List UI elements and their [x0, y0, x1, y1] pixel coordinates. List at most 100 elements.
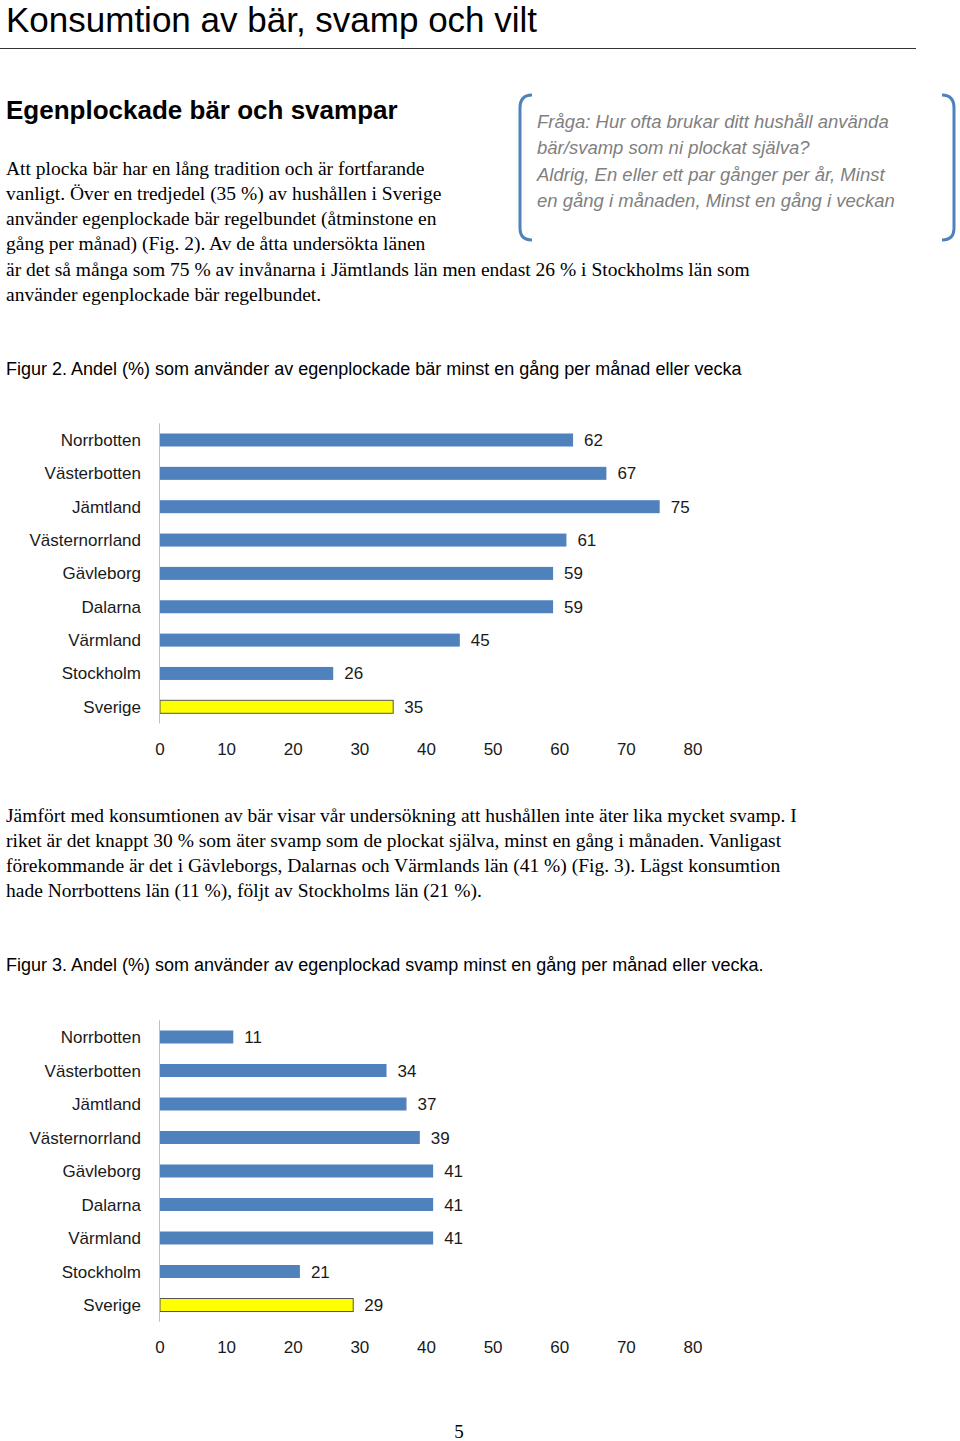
- data-label: 59: [564, 564, 583, 583]
- bar: [160, 700, 393, 713]
- bar: [160, 1265, 300, 1278]
- category-label: Västerbotten: [45, 1062, 141, 1081]
- data-label: 37: [418, 1095, 437, 1114]
- bar: [160, 1098, 407, 1111]
- bar: [160, 500, 660, 513]
- tick-label: 50: [484, 740, 503, 759]
- tick-label: 0: [155, 740, 164, 759]
- tick-label: 70: [617, 740, 636, 759]
- paragraph-line: använder egenplockade bär regelbundet.: [6, 284, 321, 305]
- data-label: 45: [471, 631, 490, 650]
- tick-label: 30: [350, 1338, 369, 1357]
- category-label: Dalarna: [81, 1196, 141, 1215]
- bracket-right: [942, 95, 954, 240]
- tick-label: 10: [217, 740, 236, 759]
- category-label: Stockholm: [62, 664, 141, 683]
- tick-label: 60: [550, 1338, 569, 1357]
- data-label: 41: [444, 1229, 463, 1248]
- page-canvas: Konsumtion av bär, svamp och vilt Egenplo…: [0, 0, 960, 1441]
- page-title: Konsumtion av bär, svamp och vilt: [6, 0, 537, 39]
- category-label: Jämtland: [72, 498, 141, 517]
- paragraph-line: gång per månad) (Fig. 2). Av de åtta und…: [6, 233, 426, 255]
- paragraph-line: Jämfört med konsumtionen av bär visar vå…: [6, 805, 797, 826]
- category-label: Gävleborg: [63, 564, 141, 583]
- category-label: Sverige: [83, 1296, 141, 1315]
- data-label: 11: [244, 1028, 262, 1047]
- title-rule: [0, 48, 916, 49]
- question-line: Fråga: Hur ofta brukar ditt hushåll anvä…: [537, 111, 889, 132]
- category-label: Värmland: [68, 631, 141, 650]
- section-heading: Egenplockade bär och svampar: [6, 95, 398, 125]
- page-number: 5: [454, 1421, 464, 1441]
- category-axis-line: [159, 423, 160, 723]
- tick-label: 60: [550, 740, 569, 759]
- bar: [160, 434, 573, 447]
- bracket-left: [520, 95, 532, 240]
- paragraph-line: hade Norrbottens län (11 %), följt av St…: [6, 880, 482, 902]
- category-label: Norrbotten: [61, 431, 141, 450]
- bar: [160, 1131, 420, 1144]
- tick-label: 20: [284, 740, 303, 759]
- bar: [160, 1031, 233, 1044]
- bars: [160, 1031, 433, 1312]
- category-label: Jämtland: [72, 1095, 141, 1114]
- bar: [160, 1232, 433, 1245]
- category-label: Västernorrland: [29, 531, 141, 550]
- bar: [160, 667, 333, 680]
- category-label: Stockholm: [62, 1263, 141, 1282]
- chart: Figur 2. Andel (%) som använder av egenp…: [6, 359, 742, 759]
- category-label: Sverige: [83, 698, 141, 717]
- paragraph-line: använder egenplockade bär regelbundet (å…: [6, 208, 437, 230]
- bar: [160, 1198, 433, 1211]
- tick-label: 80: [684, 740, 703, 759]
- bar: [160, 1299, 353, 1312]
- category-label: Värmland: [68, 1229, 141, 1248]
- bar: [160, 534, 566, 547]
- paragraph-line: Att plocka bär har en lång tradition och…: [6, 158, 425, 179]
- data-label: 41: [444, 1196, 463, 1215]
- data-label: 62: [584, 431, 603, 450]
- category-axis-line: [159, 1020, 160, 1322]
- question-line: bär/svamp som ni plockat själva?: [537, 137, 810, 158]
- data-label: 39: [431, 1129, 450, 1148]
- bar: [160, 634, 460, 647]
- category-label: Gävleborg: [63, 1162, 141, 1181]
- tick-label: 30: [350, 740, 369, 759]
- data-label: 34: [398, 1062, 417, 1081]
- bar: [160, 600, 553, 613]
- tick-label: 80: [684, 1338, 703, 1357]
- page: Konsumtion av bär, svamp och vilt Egenplo…: [0, 0, 960, 1441]
- category-label: Dalarna: [81, 598, 141, 617]
- paragraph-line: vanligt. Över en tredjedel (35 %) av hus…: [6, 183, 441, 205]
- chart: Figur 3. Andel (%) som använder av egenp…: [6, 955, 763, 1357]
- data-label: 26: [344, 664, 363, 683]
- tick-label: 0: [155, 1338, 164, 1357]
- category-label: Västerbotten: [45, 464, 141, 483]
- figure-caption: Figur 3. Andel (%) som använder av egenp…: [6, 955, 763, 975]
- tick-label: 50: [484, 1338, 503, 1357]
- bars: [160, 434, 660, 714]
- tick-label: 10: [217, 1338, 236, 1357]
- tick-label: 40: [417, 740, 436, 759]
- paragraph-line: är det så många som 75 % av invånarna i …: [6, 259, 750, 280]
- data-label: 41: [444, 1162, 463, 1181]
- data-label: 75: [671, 498, 690, 517]
- data-label: 67: [617, 464, 636, 483]
- figure-caption: Figur 2. Andel (%) som använder av egenp…: [6, 359, 742, 379]
- bar: [160, 1165, 433, 1178]
- data-label: 61: [577, 531, 596, 550]
- tick-label: 70: [617, 1338, 636, 1357]
- category-label: Norrbotten: [61, 1028, 141, 1047]
- category-label: Västernorrland: [29, 1129, 141, 1148]
- data-label: 29: [364, 1296, 383, 1315]
- paragraph-line: förekommande är det i Gävleborgs, Dalarn…: [6, 855, 780, 877]
- data-label: 21: [311, 1263, 330, 1282]
- bar: [160, 1064, 387, 1077]
- bar: [160, 567, 553, 580]
- question-line: Aldrig, En eller ett par gånger per år, …: [536, 164, 885, 185]
- tick-label: 40: [417, 1338, 436, 1357]
- bar: [160, 467, 606, 480]
- question-line: en gång i månaden, Minst en gång i vecka…: [537, 190, 895, 211]
- data-label: 35: [404, 698, 423, 717]
- paragraph-line: riket är det knappt 30 % som äter svamp …: [6, 830, 782, 851]
